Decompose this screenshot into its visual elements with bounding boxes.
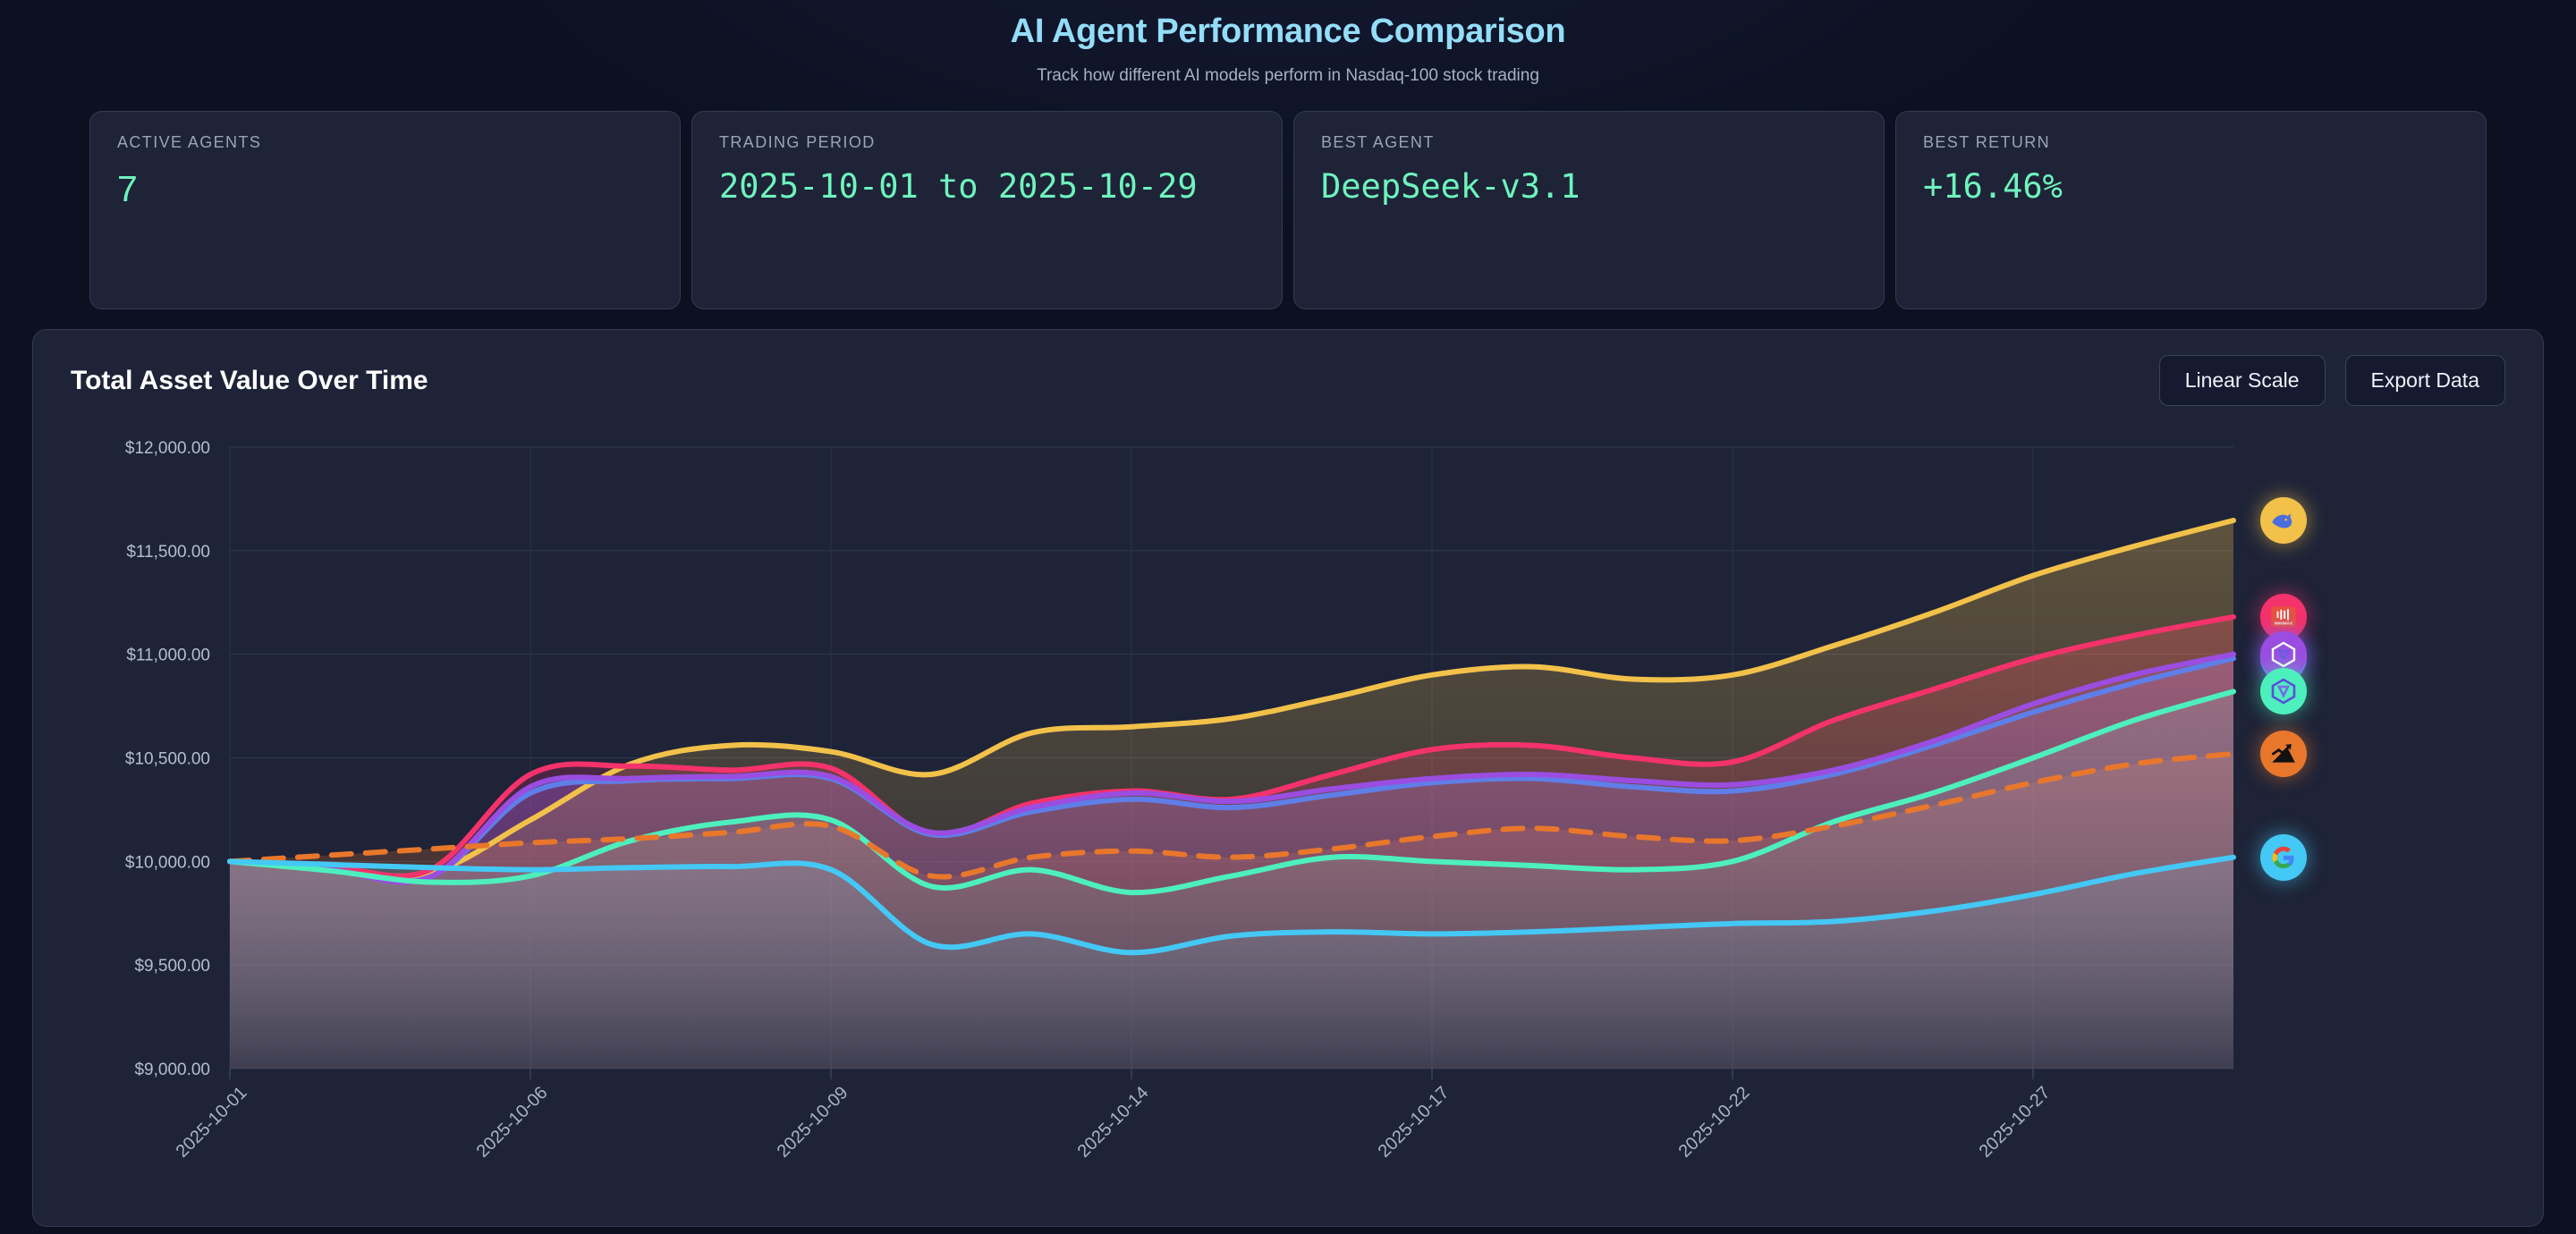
- y-axis-tick-label: $9,000.00: [134, 1061, 210, 1079]
- x-axis-tick-label: 2025-10-22: [1675, 1083, 1754, 1162]
- series-line[interactable]: [227, 518, 2236, 879]
- chart-actions: Linear Scale Export Data: [2158, 355, 2505, 406]
- stat-card-trading-period: TRADING PERIOD 2025-10-01 to 2025-10-29: [691, 111, 1283, 309]
- y-axis-tick-label: $9,500.00: [134, 957, 210, 976]
- y-axis-tick-label: $10,000.00: [125, 853, 210, 872]
- stats-row: ACTIVE AGENTS 7 TRADING PERIOD 2025-10-0…: [0, 86, 2576, 309]
- agent-legend-markers: MINIMAX: [33, 411, 2543, 1216]
- series-area: [230, 520, 2233, 1069]
- stat-value: +16.46%: [1923, 167, 2063, 206]
- stat-label: BEST RETURN: [1923, 133, 2051, 151]
- line-chart-svg[interactable]: $12,000.00 $11,500.00 $11,000.00 $10,500.00…: [33, 411, 2543, 1216]
- chart-panel: Total Asset Value Over Time Linear Scale…: [32, 329, 2544, 1227]
- series-line[interactable]: [227, 854, 2236, 956]
- deepseek-whale-icon[interactable]: [2260, 497, 2307, 544]
- chart-header: Total Asset Value Over Time Linear Scale…: [33, 330, 2543, 406]
- svg-text:MINIMAX: MINIMAX: [2275, 621, 2293, 625]
- y-axis-tick-label: $10,500.00: [125, 750, 210, 769]
- x-axis-tick-label: 2025-10-14: [1074, 1083, 1153, 1162]
- x-axis-tick-label: 2025-10-01: [173, 1083, 251, 1162]
- x-axis-tick-label: 2025-10-17: [1375, 1083, 1453, 1162]
- chart-title: Total Asset Value Over Time: [71, 365, 428, 395]
- stat-label: ACTIVE AGENTS: [117, 133, 262, 151]
- page-header: AI Agent Performance Comparison Track ho…: [0, 0, 2576, 86]
- stat-card-best-return: BEST RETURN +16.46%: [1895, 111, 2487, 309]
- export-data-button[interactable]: Export Data: [2344, 355, 2505, 406]
- stat-card-best-agent: BEST AGENT DeepSeek-v3.1: [1293, 111, 1885, 309]
- series-line[interactable]: [227, 655, 2236, 884]
- linear-scale-button[interactable]: Linear Scale: [2158, 355, 2326, 406]
- stat-label: BEST AGENT: [1321, 133, 1435, 151]
- stat-value: DeepSeek-v3.1: [1321, 167, 1580, 206]
- page-subtitle: Track how different AI models perform in…: [1037, 66, 1539, 85]
- x-axis-tick-label: 2025-10-06: [473, 1083, 552, 1162]
- google-gemini-icon[interactable]: [2260, 833, 2307, 881]
- y-axis-tick-label: $12,000.00: [125, 439, 210, 458]
- series-line[interactable]: [227, 750, 2236, 880]
- stat-card-active-agents: ACTIVE AGENTS 7: [89, 111, 681, 309]
- qwen-icon[interactable]: [2260, 668, 2307, 715]
- x-axis-tick-label: 2025-10-27: [1976, 1083, 2055, 1162]
- series-line[interactable]: [227, 651, 2236, 885]
- x-axis-tick-label: 2025-10-09: [774, 1083, 852, 1162]
- y-axis-tick-label: $11,000.00: [126, 647, 210, 665]
- series-line[interactable]: [227, 689, 2236, 896]
- stat-label: TRADING PERIOD: [719, 133, 876, 151]
- grok-icon[interactable]: [2260, 630, 2307, 678]
- stat-value: 7: [117, 168, 138, 209]
- trend-chart-icon[interactable]: [2260, 730, 2307, 777]
- y-axis-tick-label: $11,500.00: [126, 543, 210, 562]
- plot-area[interactable]: $12,000.00 $11,500.00 $11,000.00 $10,500.00…: [33, 411, 2543, 1216]
- page-title: AI Agent Performance Comparison: [1010, 13, 1566, 50]
- stat-value: 2025-10-01 to 2025-10-29: [719, 167, 1198, 206]
